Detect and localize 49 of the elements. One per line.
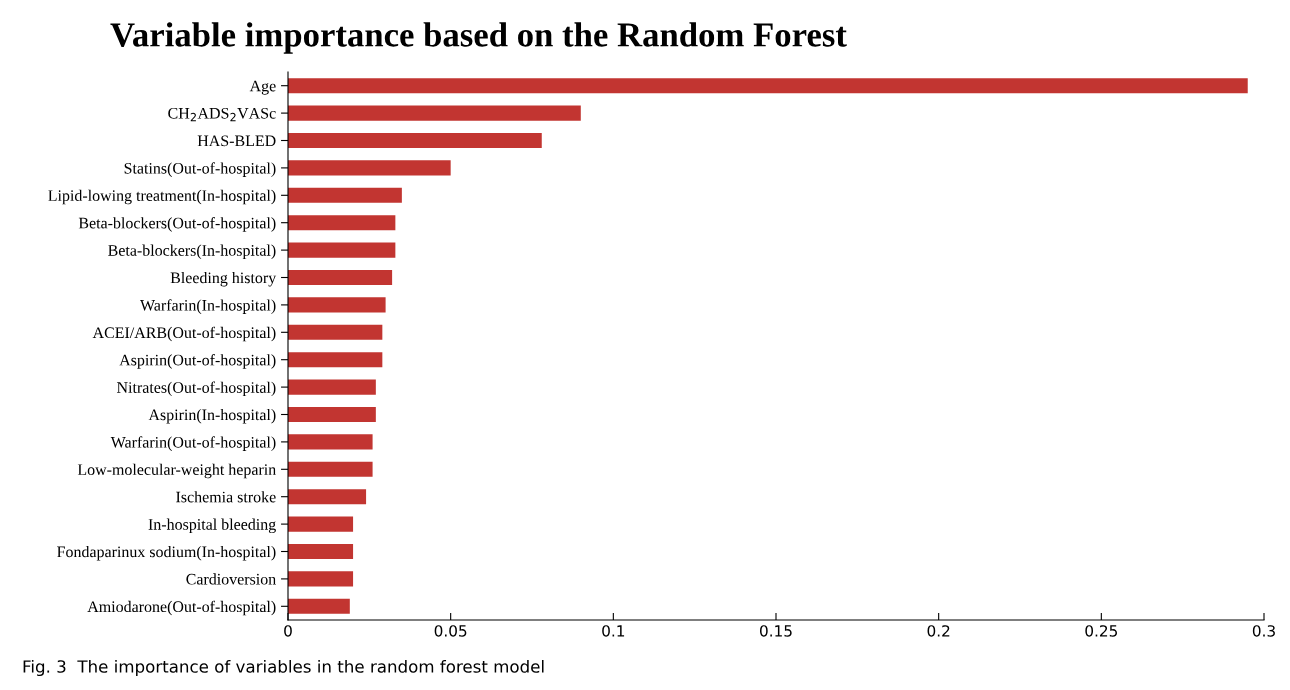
y-tick-label: Beta-blockers(In-hospital) [108, 244, 276, 260]
y-tick-label: In-hospital bleeding [148, 518, 276, 534]
chart-title: Variable importance based on the Random Forest [110, 22, 847, 54]
x-tick-label: 0.2 [927, 625, 950, 637]
y-tick-label: Cardioversion [186, 573, 276, 585]
y-tick-label: Warfarin(Out-of-hospital) [110, 436, 276, 451]
x-tick-label: 0.1 [602, 625, 625, 637]
y-tick-label: Bleeding history [170, 271, 277, 287]
y-tick-label: Lipid-lowing treatment(In-hospital) [48, 189, 276, 205]
x-tick-label: 0.3 [1252, 625, 1275, 637]
bar [288, 461, 373, 477]
y-tick-label: Warfarin(In-hospital) [140, 299, 276, 314]
bar [288, 489, 367, 505]
bar [288, 132, 542, 149]
bar [288, 324, 383, 340]
y-tick-label: Ischemia stroke [176, 491, 276, 503]
y-tick-label: Aspirin(Out-of-hospital) [119, 354, 276, 369]
bar [288, 543, 354, 560]
x-tick-label: 0.25 [1085, 625, 1118, 637]
y-tick-label: Low-molecular-weight heparin [77, 463, 276, 479]
x-tick-label: 0 [284, 625, 292, 637]
x-tick-label: 0.05 [434, 625, 467, 637]
y-tick-label: Amiodarone(Out-of-hospital) [87, 600, 276, 616]
bar [288, 105, 581, 121]
bar [288, 434, 373, 450]
bar [288, 78, 1248, 94]
y-tick-label: Age [249, 80, 276, 95]
bar [288, 242, 396, 258]
y-tick-label: Nitrates(Out-of-hospital) [116, 381, 276, 397]
bar [288, 187, 402, 203]
y-tick-label: Fondaparinux sodium(In-hospital) [57, 545, 276, 561]
bar [288, 269, 393, 286]
bar [288, 215, 396, 231]
bar [288, 379, 376, 395]
y-tick-label: Statins(Out-of-hospital) [124, 162, 276, 177]
bar [288, 160, 451, 176]
y-tick-label: Beta-blockers(Out-of-hospital) [78, 217, 276, 232]
y-tick-label: ACEI/ARB(Out-of-hospital) [92, 326, 276, 342]
y-tick-label: Aspirin(In-hospital) [148, 408, 276, 424]
bar [288, 516, 354, 532]
caption: Fig. 3 The importance of variables in the random forest model [23, 659, 544, 677]
y-tick-label: CH$_{2}$ADS$_{2}$VASc [168, 107, 276, 122]
bar [288, 297, 386, 313]
bar [288, 571, 354, 587]
y-tick-label: HAS-BLED [197, 135, 276, 147]
x-tick-label: 0.15 [760, 625, 792, 637]
bar [288, 406, 376, 423]
bar [288, 352, 383, 368]
bar [288, 598, 350, 614]
